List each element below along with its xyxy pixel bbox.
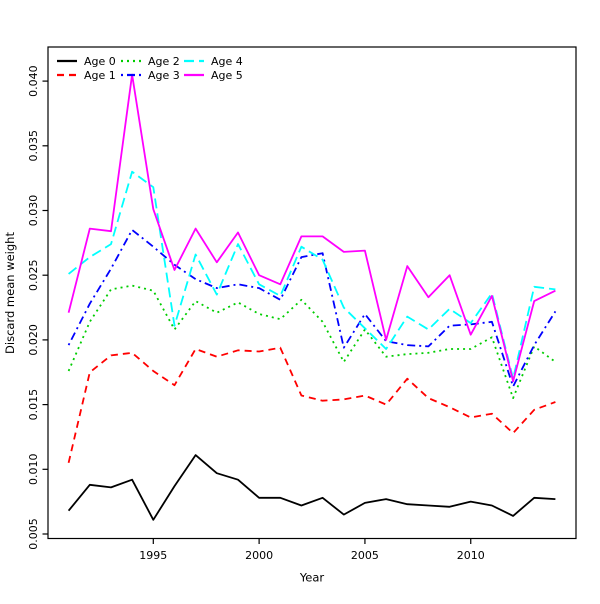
legend-label-age-5: Age 5 — [211, 69, 243, 82]
legend-label-age-1: Age 1 — [84, 69, 116, 82]
series-line-age-5 — [67, 73, 556, 383]
x-tick-label: 2010 — [457, 549, 485, 562]
x-tick-label: 2005 — [351, 549, 379, 562]
legend-label-age-2: Age 2 — [148, 55, 180, 68]
y-tick-label: 0.020 — [27, 324, 40, 356]
series-line-age-0 — [67, 454, 556, 521]
y-axis-title: Discard mean weight — [3, 232, 17, 354]
series-line-age-4 — [68, 170, 556, 380]
legend-label-age-4: Age 4 — [211, 55, 243, 68]
plot-frame — [47, 46, 577, 540]
x-tick-label: 1995 — [139, 549, 167, 562]
axis-layer: 1995 2000 2005 2010 0.005 0.010 0.015 0.020 0.02… — [27, 65, 485, 562]
y-tick-label: 0.015 — [27, 389, 40, 421]
x-tick-label: 2000 — [245, 549, 273, 562]
y-tick-label: 0.030 — [27, 195, 40, 227]
x-axis-title: Year — [299, 571, 325, 585]
y-tick-label: 0.025 — [27, 259, 40, 291]
series-line-age-3 — [67, 228, 557, 388]
y-tick-label: 0.010 — [27, 454, 40, 486]
series-line-age-1 — [67, 346, 556, 464]
series-layer — [67, 73, 557, 521]
legend-label-age-0: Age 0 — [84, 55, 116, 68]
y-tick-label: 0.035 — [27, 130, 40, 162]
legend-label-age-3: Age 3 — [148, 69, 180, 82]
y-tick-label: 0.005 — [27, 518, 40, 550]
y-tick-label: 0.040 — [27, 65, 40, 97]
